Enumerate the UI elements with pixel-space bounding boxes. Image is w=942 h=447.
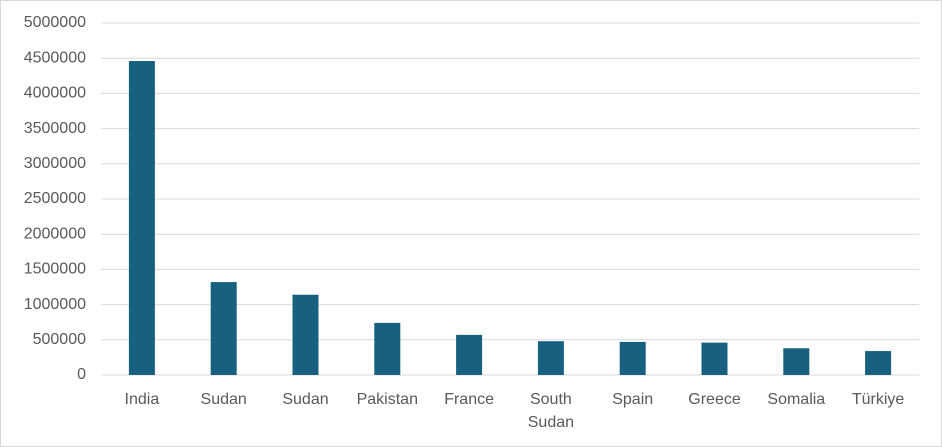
x-tick-label: Sudan bbox=[200, 391, 247, 408]
bar bbox=[210, 282, 237, 375]
y-tick-label: 1500000 bbox=[24, 261, 86, 278]
y-tick-label: 4000000 bbox=[24, 85, 86, 102]
x-tick-label: Türkiye bbox=[851, 391, 905, 408]
y-tick-label: 2000000 bbox=[24, 225, 86, 242]
y-tick-label: 500000 bbox=[33, 331, 86, 348]
x-tick-label: South Sudan bbox=[527, 391, 575, 431]
bar bbox=[783, 348, 810, 375]
bar bbox=[619, 341, 646, 375]
bar bbox=[865, 351, 892, 375]
x-tick-label: France bbox=[444, 391, 494, 408]
bar bbox=[456, 334, 483, 375]
y-tick-label: 5000000 bbox=[24, 14, 86, 31]
bar bbox=[701, 342, 728, 375]
bar bbox=[292, 294, 319, 375]
bar bbox=[128, 61, 155, 376]
x-tick-label: India bbox=[124, 391, 160, 408]
x-tick-label: Sudan bbox=[282, 391, 329, 408]
y-tick-label: 0 bbox=[77, 366, 86, 383]
y-tick-label: 1000000 bbox=[24, 296, 86, 313]
y-tick-label: 4500000 bbox=[24, 49, 86, 66]
bar bbox=[374, 322, 401, 375]
x-tick-label: Somalia bbox=[767, 391, 826, 408]
x-tick-label: Pakistan bbox=[356, 391, 418, 408]
y-tick-label: 3000000 bbox=[24, 155, 86, 172]
bar bbox=[537, 341, 564, 375]
y-tick-label: 3500000 bbox=[24, 120, 86, 137]
x-tick-label: Spain bbox=[612, 391, 654, 408]
x-tick-label: Greece bbox=[688, 391, 741, 408]
y-tick-label: 2500000 bbox=[24, 190, 86, 207]
